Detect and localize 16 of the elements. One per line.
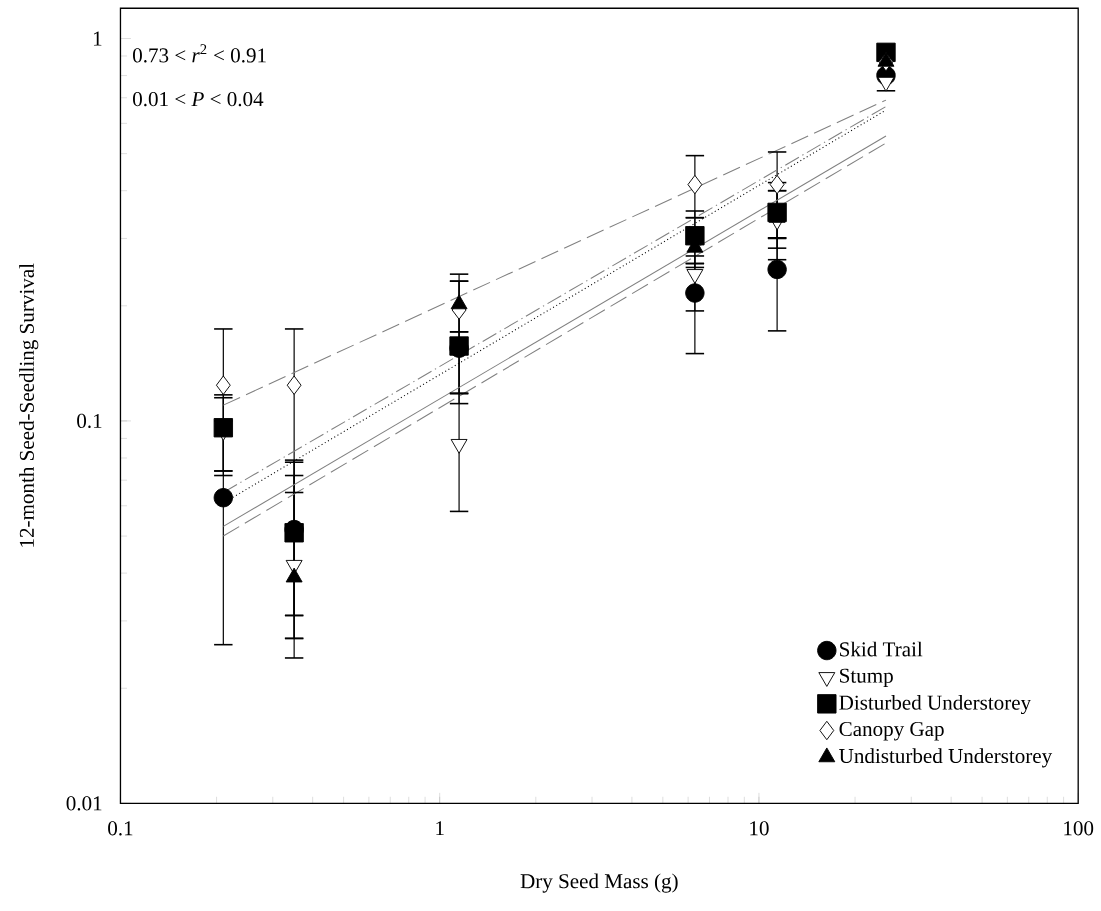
x-tick-label: 100 xyxy=(1064,821,1094,836)
annotation: 0.01 < P < 0.04 xyxy=(133,91,264,107)
x-tick-label: 10 xyxy=(750,821,769,836)
annotation: 0.73 < r$^{2}$ < 0.91 xyxy=(133,44,266,63)
y-tick-label: 1 xyxy=(93,31,102,46)
x-tick-label: 0.1 xyxy=(108,821,133,836)
legend-label: Skid Trail xyxy=(840,641,923,657)
legend-label: Undisturbed Understorey xyxy=(839,748,1053,768)
y-tick-label: 0.01 xyxy=(66,796,102,811)
y-tick-label: 0.1 xyxy=(77,413,102,428)
x-axis-title: Dry Seed Mass (g) xyxy=(520,873,678,893)
y-axis-title: 12-month Seed-Seedling Survival xyxy=(19,263,39,547)
x-tick-label: 1 xyxy=(436,821,444,835)
legend-label: Canopy Gap xyxy=(839,721,944,741)
legend-label: Stump xyxy=(840,668,893,687)
legend-label: Disturbed Understorey xyxy=(839,694,1032,714)
